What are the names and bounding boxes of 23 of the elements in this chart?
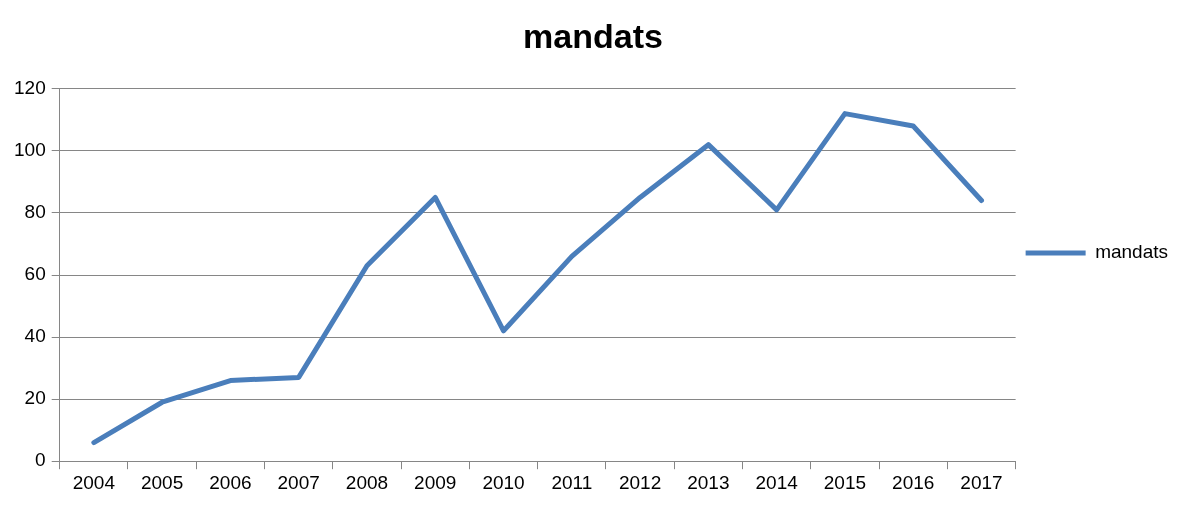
chart-title: mandats [523, 16, 663, 55]
y-tick-label: 0 [35, 449, 46, 471]
y-tick-label: 60 [24, 263, 46, 285]
y-tick-label: 40 [24, 325, 46, 347]
x-tick-label: 2012 [618, 471, 662, 493]
x-tick-label: 2006 [209, 471, 252, 493]
x-tick-label: 2004 [72, 471, 116, 493]
y-tick-label: 100 [14, 139, 46, 161]
x-tick-label: 2005 [140, 471, 184, 493]
x-tick-label: 2007 [277, 471, 320, 493]
x-tick-label: 2008 [345, 471, 389, 493]
x-tick-label: 2013 [687, 471, 730, 493]
x-tick-label: 2011 [551, 471, 593, 493]
x-tick-label: 2010 [482, 471, 525, 493]
x-tick-label: 2009 [414, 471, 457, 493]
x-tick-label: 2016 [892, 471, 935, 493]
x-tick-label: 2017 [960, 471, 1003, 493]
legend-label: mandats [1095, 241, 1168, 263]
y-tick-label: 120 [14, 77, 46, 99]
x-tick-label: 2015 [823, 471, 867, 493]
y-tick-label: 20 [24, 387, 46, 409]
x-tick-label: 2014 [755, 471, 799, 493]
y-tick-label: 80 [24, 201, 46, 223]
